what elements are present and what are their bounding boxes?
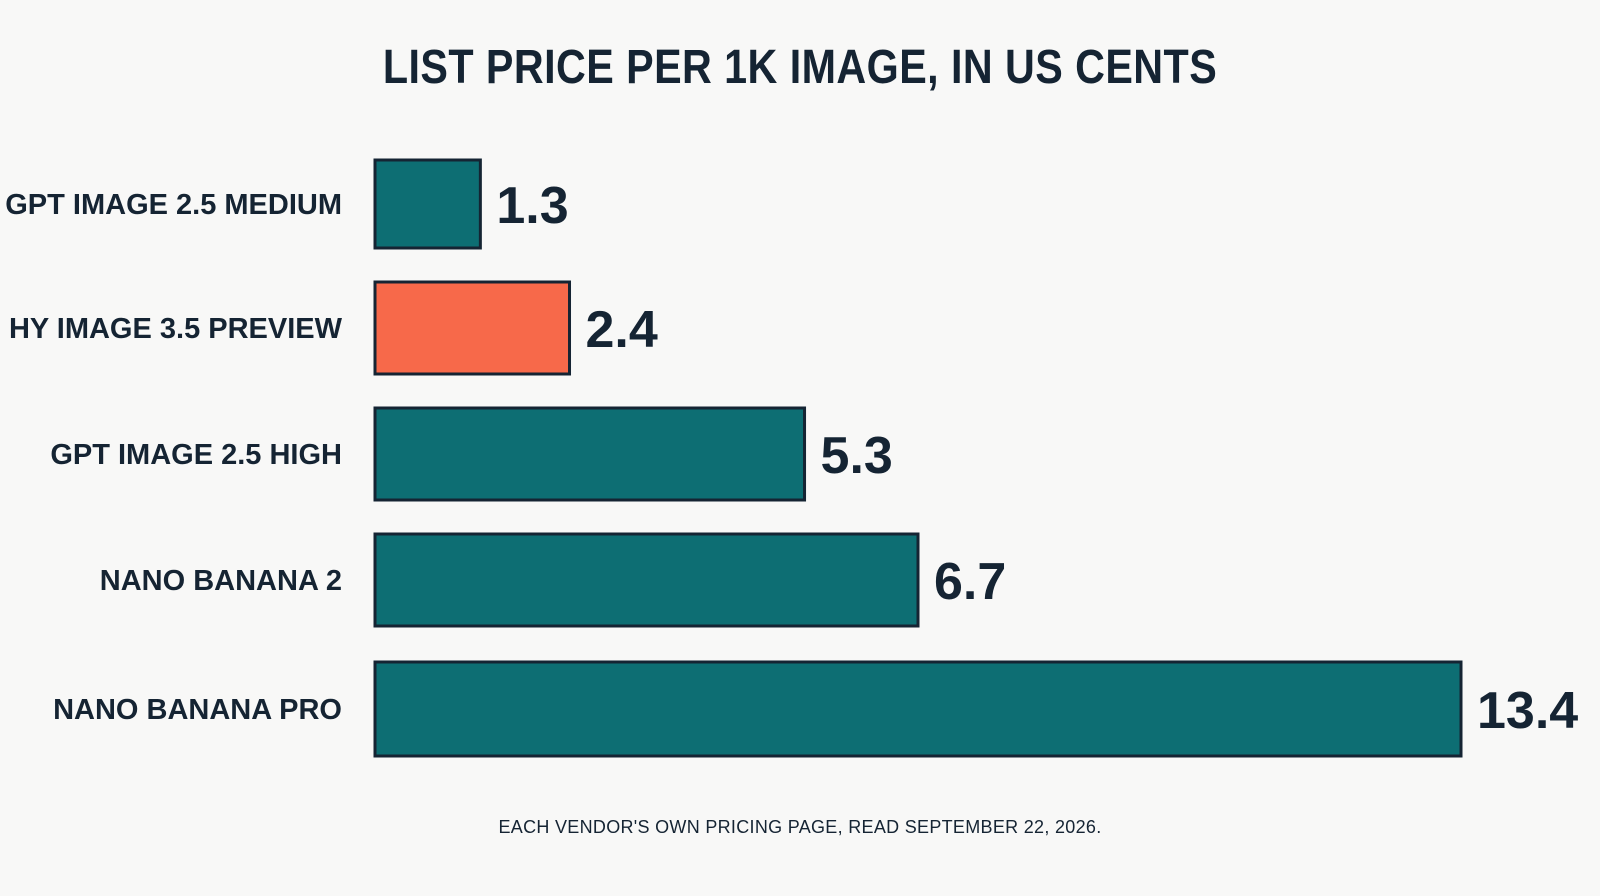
category-label: GPT IMAGE 2.5 MEDIUM — [5, 189, 342, 221]
bar — [373, 158, 482, 250]
bar — [373, 280, 572, 376]
category-label: GPT IMAGE 2.5 HIGH — [50, 439, 342, 471]
bar — [373, 532, 920, 628]
value-label: 5.3 — [821, 427, 893, 485]
chart-title: LIST PRICE PER 1K IMAGE, IN US CENTS — [382, 41, 1218, 94]
bar — [373, 660, 1463, 758]
chart-footnote: EACH VENDOR'S OWN PRICING PAGE, READ SEP… — [498, 817, 1102, 837]
category-label: NANO BANANA PRO — [53, 694, 342, 726]
value-label: 1.3 — [496, 177, 568, 235]
category-label: HY IMAGE 3.5 PREVIEW — [9, 313, 343, 345]
value-label: 6.7 — [934, 553, 1006, 611]
category-label: NANO BANANA 2 — [100, 565, 342, 597]
value-label: 2.4 — [586, 301, 658, 359]
bars-layer: GPT IMAGE 2.5 MEDIUM 1.3 HY IMAGE 3.5 PREV… — [5, 158, 1578, 758]
value-label: 13.4 — [1477, 682, 1578, 740]
bar — [373, 406, 807, 502]
